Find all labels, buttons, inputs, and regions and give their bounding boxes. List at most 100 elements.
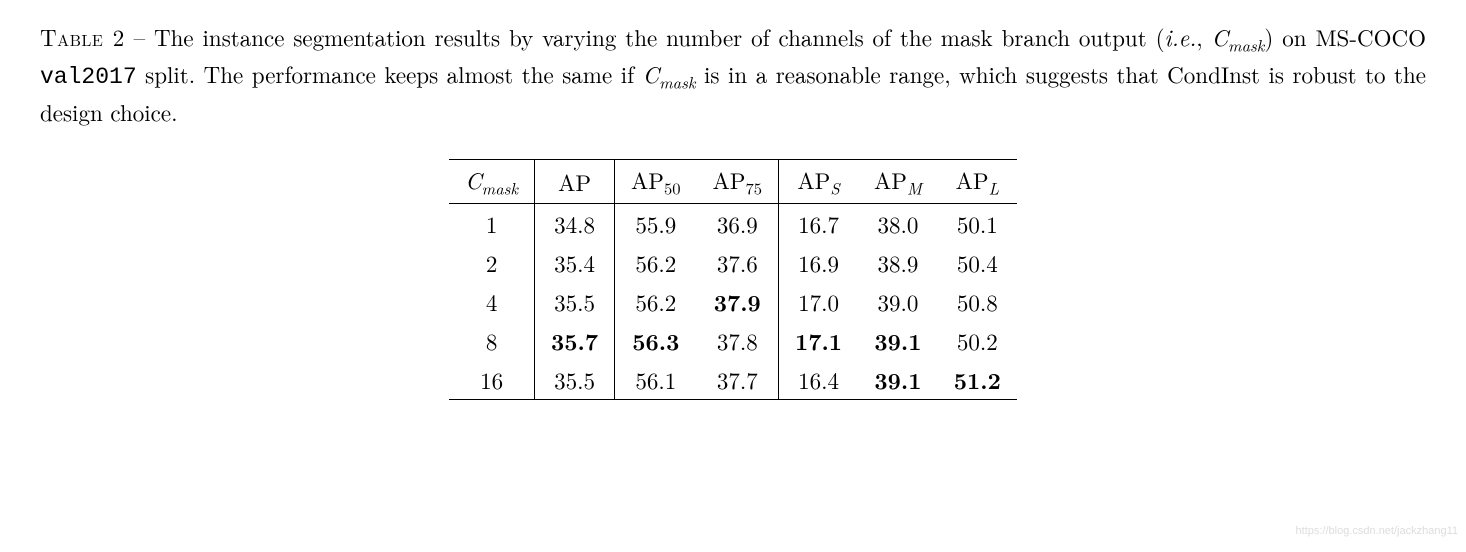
cell-ap75: 36.9: [697, 204, 779, 244]
cell-value: 55.9: [635, 207, 676, 240]
col-cmask-sub: mask: [482, 176, 518, 200]
table-body: 1 34.8 55.9 36.9 16.7 38.0 50.1 2 35.4 56.2 37.6 16…: [449, 204, 1017, 400]
cell-value: 56.3: [632, 324, 679, 357]
col-ap50-sub: 50: [664, 176, 681, 200]
cell-value: 35.4: [554, 246, 595, 279]
cell-value: 56.1: [635, 363, 676, 396]
cell-aps: 17.0: [779, 282, 859, 321]
caption-comma: ,: [1196, 20, 1211, 53]
cmask-var-2: C: [643, 57, 659, 90]
cell-apm: 39.1: [858, 360, 938, 400]
cell-value: 16.7: [798, 207, 839, 240]
col-apl: APL: [938, 160, 1017, 204]
col-ap75-sub: 75: [745, 176, 762, 200]
cell-value: 2: [486, 246, 498, 279]
watermark: https://blog.csdn.net/jackzhang11: [1296, 525, 1458, 537]
cell-ap75: 37.6: [697, 243, 779, 282]
cell-cmask: 2: [449, 243, 534, 282]
cell-ap75: 37.9: [697, 282, 779, 321]
cell-value: 16.4: [798, 363, 839, 396]
cell-value: 39.0: [877, 285, 918, 318]
cell-value: 56.2: [635, 246, 676, 279]
cell-value: 16: [480, 363, 503, 396]
cell-ap50: 56.3: [615, 321, 697, 360]
cell-value: 8: [486, 324, 498, 357]
cell-value: 17.0: [798, 285, 839, 318]
cell-apm: 39.0: [858, 282, 938, 321]
cell-value: 50.8: [957, 285, 998, 318]
cell-value: 39.1: [874, 363, 921, 396]
cell-value: 37.7: [717, 363, 758, 396]
cell-ap: 35.7: [535, 321, 615, 360]
cell-value: 51.2: [954, 363, 1001, 396]
cell-apl: 50.1: [938, 204, 1017, 244]
cell-apl: 51.2: [938, 360, 1017, 400]
caption-text-c: split. The performance keeps almost the …: [137, 57, 643, 90]
cell-ap50: 56.1: [615, 360, 697, 400]
cell-ap50: 56.2: [615, 282, 697, 321]
col-ap50-base: AP: [631, 163, 664, 196]
cell-value: 39.1: [874, 324, 921, 357]
caption-text-b: ) on MS-COCO: [1264, 20, 1426, 53]
cell-value: 37.6: [717, 246, 758, 279]
table-row: 8 35.7 56.3 37.8 17.1 39.1 50.2: [449, 321, 1017, 360]
results-table: Cmask AP AP50 AP75 APS APM APL 134.855.9…: [449, 159, 1017, 400]
col-ap75: AP75: [697, 160, 779, 204]
cell-cmask: 8: [449, 321, 534, 360]
cell-value: 50.1: [957, 207, 998, 240]
table-row: 4 35.5 56.2 37.9 17.0 39.0 50.8: [449, 282, 1017, 321]
cell-value: 38.0: [877, 207, 918, 240]
cmask-sub-2: mask: [659, 70, 695, 94]
table-label: Table 2: [40, 20, 125, 53]
col-apm-sub: M: [907, 176, 922, 200]
cell-aps: 17.1: [779, 321, 859, 360]
cell-ap50: 56.2: [615, 243, 697, 282]
cmask-sub: mask: [1228, 33, 1264, 57]
cell-value: 4: [486, 285, 498, 318]
cell-value: 56.2: [635, 285, 676, 318]
table-header-row: Cmask AP AP50 AP75 APS APM APL: [449, 160, 1017, 204]
col-apm: APM: [858, 160, 938, 204]
col-aps-sub: S: [830, 176, 839, 200]
col-cmask-var: C: [465, 163, 481, 196]
col-apl-sub: L: [989, 176, 999, 200]
cell-cmask: 1: [449, 204, 534, 244]
split-name: val2017: [40, 64, 137, 90]
cell-aps: 16.7: [779, 204, 859, 244]
cell-value: 35.5: [554, 363, 595, 396]
col-ap50: AP50: [615, 160, 697, 204]
col-cmask: Cmask: [449, 160, 534, 204]
caption-ie: i.e.: [1165, 20, 1197, 53]
cell-value: 37.9: [714, 285, 761, 318]
cell-ap: 35.4: [535, 243, 615, 282]
cell-ap75: 37.8: [697, 321, 779, 360]
cell-value: 36.9: [717, 207, 758, 240]
caption-sep: –: [125, 20, 154, 53]
col-apm-base: AP: [874, 163, 907, 196]
cell-apm: 39.1: [858, 321, 938, 360]
table-row: 1 34.8 55.9 36.9 16.7 38.0 50.1: [449, 204, 1017, 244]
col-ap75-base: AP: [713, 163, 746, 196]
cell-apl: 50.2: [938, 321, 1017, 360]
cell-cmask: 4: [449, 282, 534, 321]
cell-value: 50.2: [957, 324, 998, 357]
cell-apl: 50.4: [938, 243, 1017, 282]
cell-ap50: 55.9: [615, 204, 697, 244]
cell-value: 35.7: [551, 324, 598, 357]
cell-value: 1: [486, 207, 498, 240]
cmask-var: C: [1212, 20, 1228, 53]
cell-value: 50.4: [957, 246, 998, 279]
cell-ap75: 37.7: [697, 360, 779, 400]
cell-value: 17.1: [795, 324, 842, 357]
cell-apm: 38.9: [858, 243, 938, 282]
cell-value: 35.5: [554, 285, 595, 318]
cell-cmask: 16: [449, 360, 534, 400]
cell-value: 37.8: [717, 324, 758, 357]
cell-apm: 38.0: [858, 204, 938, 244]
table-row: 16 35.5 56.1 37.7 16.4 39.1 51.2: [449, 360, 1017, 400]
cell-value: 34.8: [554, 207, 595, 240]
table-row: 2 35.4 56.2 37.6 16.938.9 50.4: [449, 243, 1017, 282]
caption-text-a: The instance segmentation results by var…: [154, 20, 1164, 53]
cell-aps: 16.9: [779, 243, 859, 282]
cell-aps: 16.4: [779, 360, 859, 400]
